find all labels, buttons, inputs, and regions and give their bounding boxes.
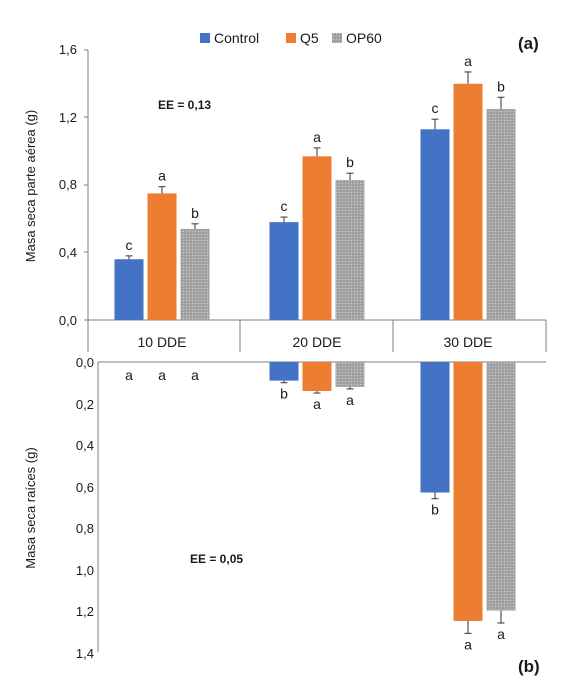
y-tick-bottom-6: 1,2 <box>76 604 94 619</box>
bar-top-op60-30dde <box>486 109 516 320</box>
bar-top-control-20dde <box>269 222 299 320</box>
legend-swatch-q5 <box>286 33 296 43</box>
sig-letter-bottom-control-10dde: a <box>125 367 133 383</box>
sig-letter-top-op60-30dde: b <box>497 78 505 94</box>
y-tick-bottom-2: 0,4 <box>76 438 94 453</box>
bar-bottom-control-30dde <box>420 362 450 493</box>
bar-bottom-q5-20dde <box>302 362 332 391</box>
panel-label-a: (a) <box>518 34 539 53</box>
sig-letter-bottom-op60-10dde: a <box>191 367 199 383</box>
sig-letter-top-op60-10dde: b <box>191 205 199 221</box>
legend-swatch-op60 <box>332 33 342 43</box>
y-tick-bottom-0: 0,0 <box>76 355 94 370</box>
ee-annotation-b: EE = 0,05 <box>190 552 243 566</box>
sig-letter-top-q5-20dde: a <box>313 129 321 145</box>
bar-top-q5-10dde <box>147 193 177 320</box>
sig-letter-top-control-20dde: c <box>281 198 288 214</box>
sig-letter-top-q5-10dde: a <box>158 168 166 184</box>
legend: Control Q5 OP60 <box>200 30 382 46</box>
sig-letter-bottom-op60-20dde: a <box>346 392 354 408</box>
bar-top-q5-20dde <box>302 156 332 320</box>
sig-letter-bottom-q5-10dde: a <box>158 367 166 383</box>
y-tick-top-3: 1,2 <box>59 110 77 125</box>
category-label-20dde: 20 DDE <box>292 334 341 350</box>
ee-annotation-a: EE = 0,13 <box>158 98 211 112</box>
bar-bottom-op60-30dde <box>486 362 516 611</box>
sig-letter-bottom-q5-30dde: a <box>464 636 472 652</box>
legend-label-op60: OP60 <box>346 30 382 46</box>
y-tick-bottom-5: 1,0 <box>76 563 94 578</box>
category-label-10dde: 10 DDE <box>137 334 186 350</box>
sig-letter-bottom-op60-30dde: a <box>497 626 505 642</box>
y-tick-top-1: 0,4 <box>59 245 77 260</box>
legend-label-q5: Q5 <box>300 30 319 46</box>
sig-letter-bottom-q5-20dde: a <box>313 396 321 412</box>
category-label-30dde: 30 DDE <box>443 334 492 350</box>
sig-letter-top-control-10dde: c <box>126 237 133 253</box>
bar-top-op60-10dde <box>180 228 210 320</box>
y-tick-top-4: 1,6 <box>59 42 77 57</box>
sig-letter-bottom-control-20dde: b <box>280 386 288 402</box>
y-tick-bottom-7: 1,4 <box>76 646 94 661</box>
y-tick-bottom-3: 0,6 <box>76 480 94 495</box>
sig-letter-top-q5-30dde: a <box>464 53 472 69</box>
sig-letter-top-op60-20dde: b <box>346 154 354 170</box>
bar-bottom-control-20dde <box>269 362 299 381</box>
y-tick-top-2: 0,8 <box>59 177 77 192</box>
data-marks: c c c a a a b b b a b b a a a a a a <box>114 53 516 652</box>
legend-label-control: Control <box>214 30 259 46</box>
legend-swatch-control <box>200 33 210 43</box>
y-axis-title-bottom: Masa seca raíces (g) <box>23 447 38 568</box>
bar-bottom-op60-20dde <box>335 362 365 387</box>
y-tick-bottom-1: 0,2 <box>76 397 94 412</box>
sig-letter-bottom-control-30dde: b <box>431 502 439 518</box>
y-axis-title-top: Masa seca parte aérea (g) <box>23 110 38 262</box>
bar-top-q5-30dde <box>453 83 483 320</box>
y-tick-bottom-4: 0,8 <box>76 521 94 536</box>
panel-label-b: (b) <box>518 657 540 676</box>
y-tick-top-0: 0,0 <box>59 313 77 328</box>
bar-bottom-q5-30dde <box>453 362 483 621</box>
sig-letter-top-control-30dde: c <box>432 100 439 116</box>
bar-top-control-30dde <box>420 129 450 320</box>
bar-top-control-10dde <box>114 259 144 320</box>
bar-top-op60-20dde <box>335 179 365 320</box>
